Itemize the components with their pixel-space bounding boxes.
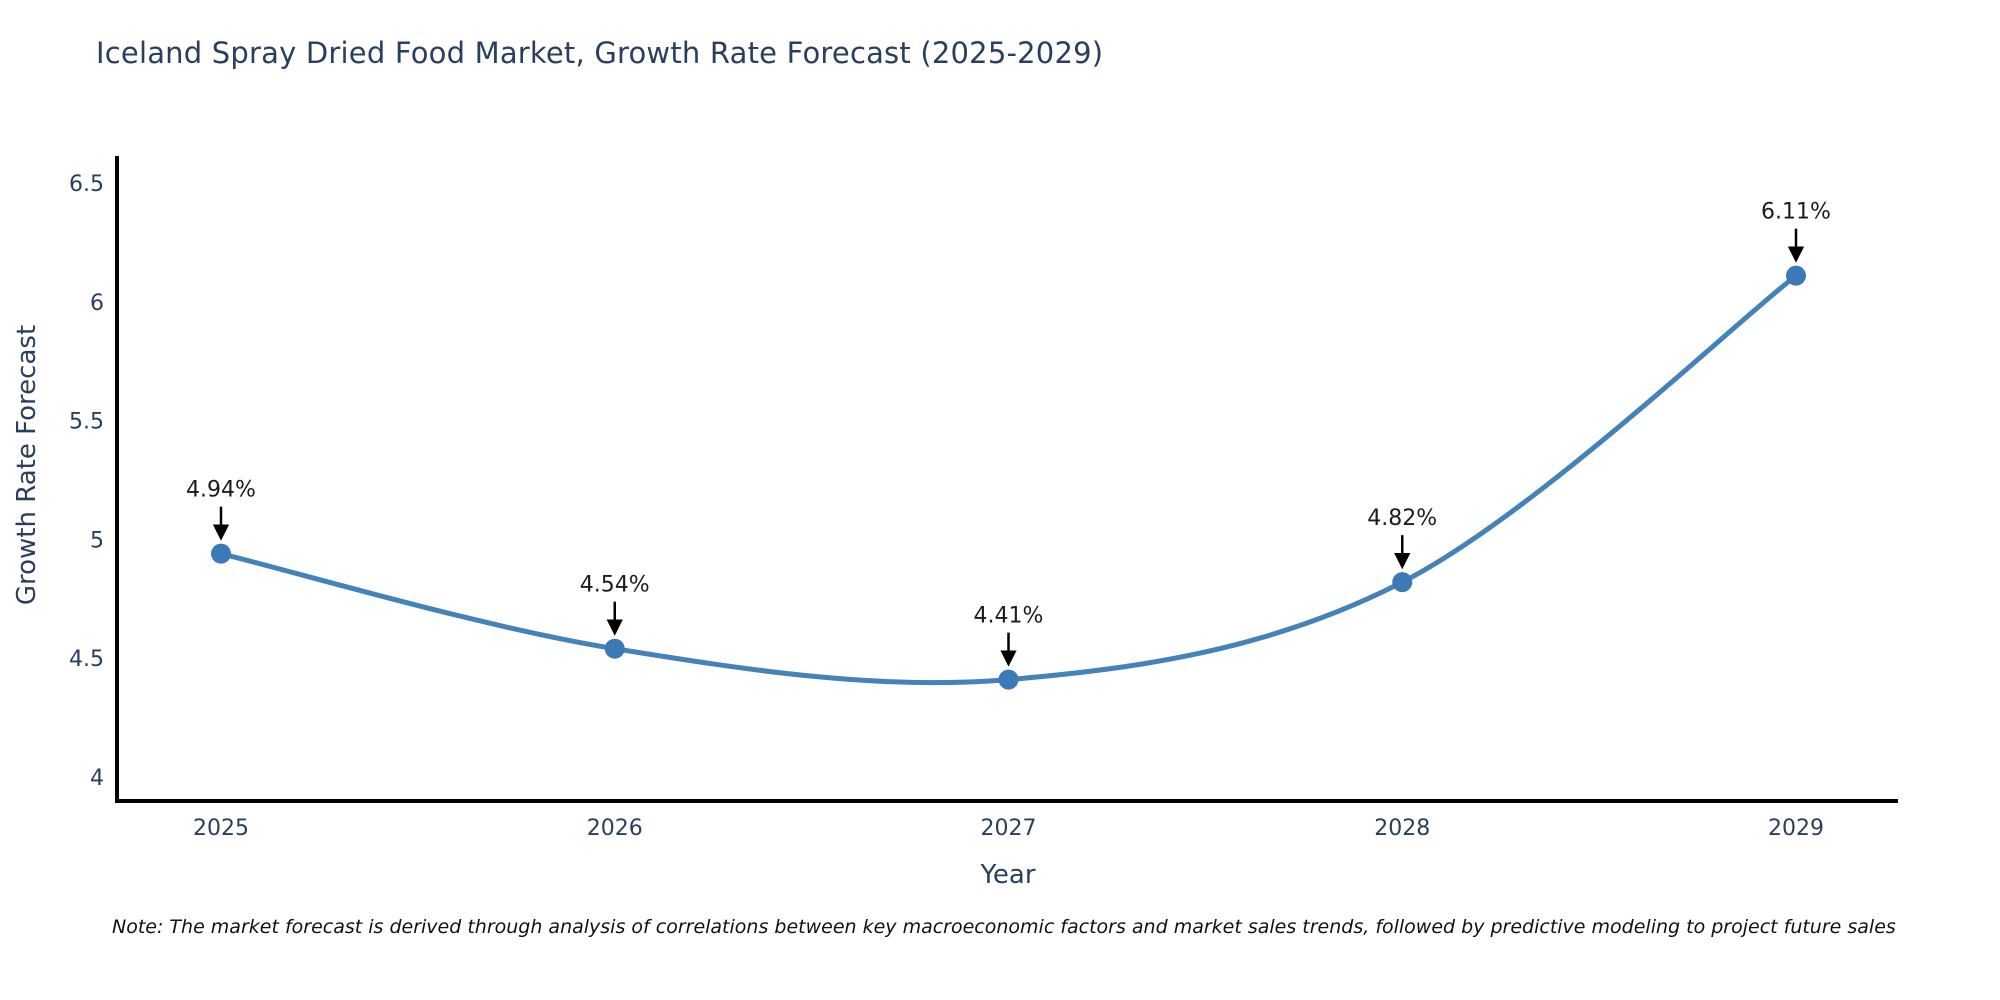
annotation-label: 4.94% (186, 478, 256, 503)
x-tick-label: 2029 (1768, 816, 1824, 841)
data-point-marker (1786, 265, 1806, 286)
chart-title: Iceland Spray Dried Food Market, Growth … (96, 36, 1104, 70)
x-tick-label: 2028 (1374, 816, 1430, 841)
x-tick-label: 2026 (587, 816, 643, 841)
annotation-label: 4.54% (580, 573, 650, 598)
data-point-marker (211, 543, 231, 564)
y-tick-label: 4.5 (69, 647, 104, 672)
x-tick-label: 2027 (981, 816, 1037, 841)
annotation-label: 6.11% (1761, 200, 1831, 225)
data-point-marker (604, 638, 625, 659)
footnote: Note: The market forecast is derived thr… (112, 916, 1896, 938)
annotation-label: 4.82% (1367, 506, 1437, 531)
x-axis-title: Year (980, 860, 1036, 890)
x-tick-label: 2025 (193, 816, 249, 841)
annotation-label: 4.41% (974, 604, 1044, 629)
y-tick-label: 5.5 (69, 410, 104, 435)
data-point-marker (998, 669, 1019, 690)
y-tick-label: 4 (90, 766, 104, 791)
data-point-marker (1392, 572, 1413, 593)
y-tick-label: 6 (90, 291, 104, 316)
y-tick-label: 5 (90, 528, 104, 553)
y-tick-label: 6.5 (69, 172, 104, 197)
